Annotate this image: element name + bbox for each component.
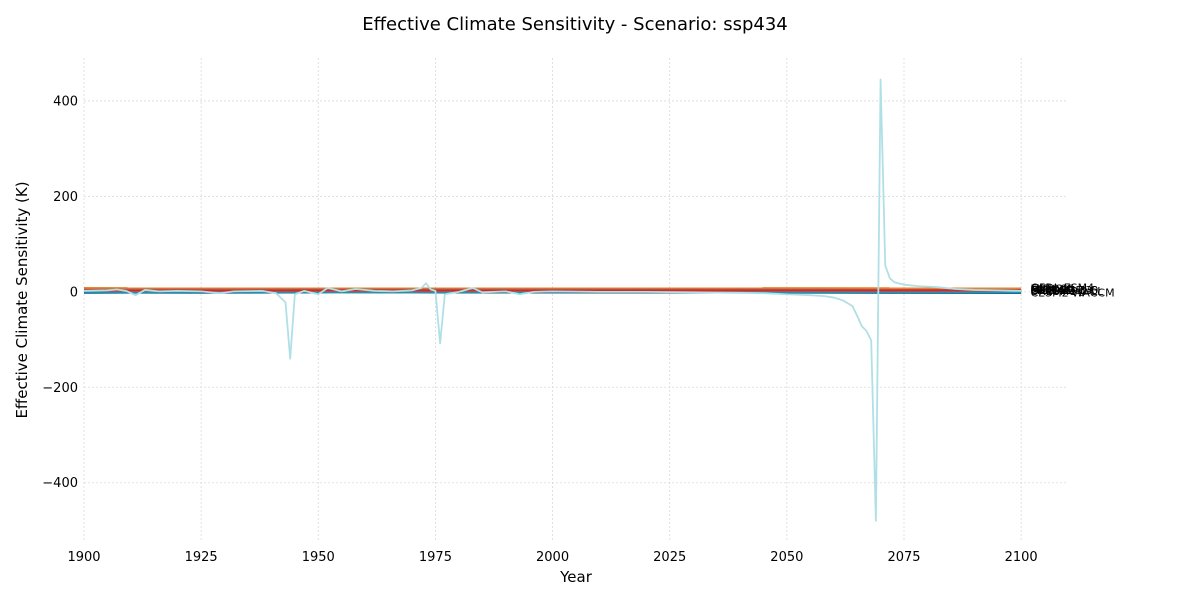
x-tick-label: 2050 [770,550,803,565]
y-tick-label: −400 [42,476,78,491]
series-end-label: CESM2-WACCM [1031,286,1115,299]
x-tick-label: 2025 [653,550,686,565]
series-end-label: GFDL-ESM4 [1031,281,1095,294]
y-tick-label: −200 [42,381,78,396]
series-end-label: ECS-3K [1031,283,1072,296]
series-end-label: UKESM1-0-LL [1031,285,1105,298]
x-axis-ticks: 1900 1925 1950 1975 2000 2025 2050 2075 2100 [67,550,1037,565]
y-tick-label: 0 [70,285,78,300]
x-tick-label: 1900 [67,550,100,565]
grid [83,58,1068,540]
series-end-label: CanESM5 [1031,284,1083,297]
x-tick-label: 1975 [419,550,452,565]
x-tick-label: 1925 [185,550,218,565]
y-tick-label: 400 [53,94,78,109]
series-end-labels: MCM-UA-1-0MIROC6GFDL-ESM4FGOALS-g3ECS-3K… [1031,281,1115,299]
series-group [83,78,1022,522]
x-tick-label: 2000 [536,550,569,565]
x-tick-label: 1950 [302,550,335,565]
series-end-label: MIROC6 [1031,283,1075,296]
series-line-giss-e2-1-g [83,78,1022,522]
y-tick-label: 200 [53,190,78,205]
x-axis-label: Year [559,568,593,586]
chart-title: Effective Climate Sensitivity - Scenario… [362,14,787,35]
y-axis-ticks: −400 −200 0 200 400 [42,94,78,491]
series-end-label: GISS-E2-1-G [1031,284,1099,297]
series-end-label: MCM-UA-1-0 [1031,284,1099,297]
x-tick-label: 2100 [1005,550,1038,565]
y-axis-label: Effective Climate Sensitivity (K) [13,181,31,418]
x-tick-label: 2075 [887,550,920,565]
series-end-label: FGOALS-g3 [1031,284,1093,297]
